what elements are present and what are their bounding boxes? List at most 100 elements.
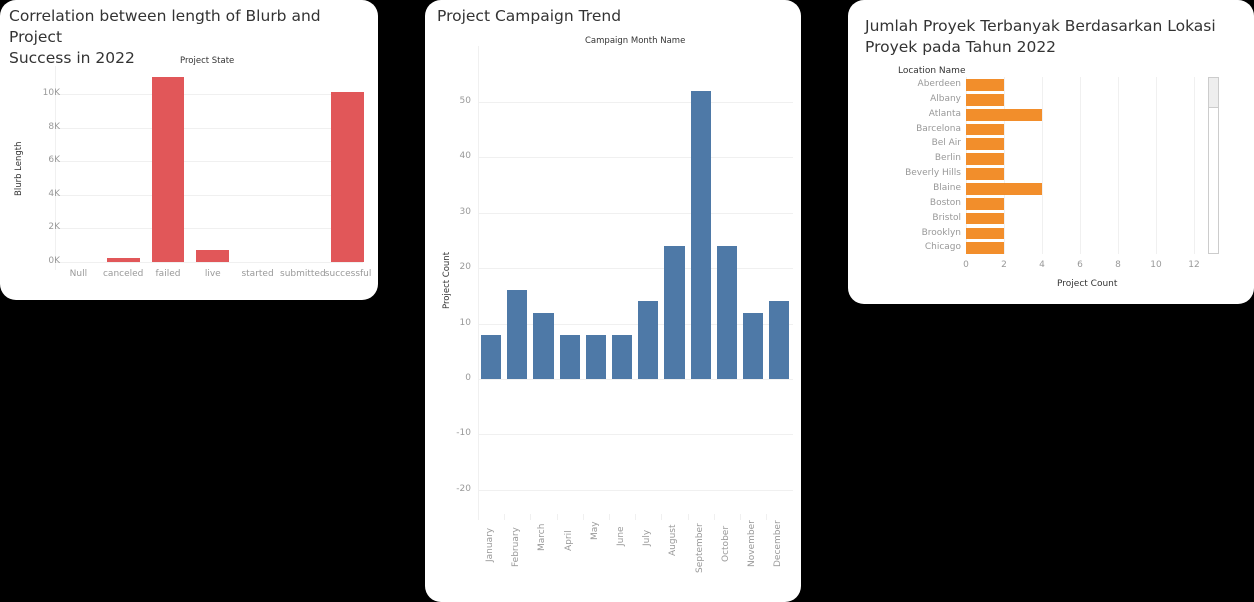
bar-july[interactable] [638, 301, 659, 379]
blurb-chart-card: Correlation between length of Blurb and … [0, 0, 378, 300]
gridline [478, 268, 793, 270]
vertical-scrollbar[interactable] [1208, 77, 1219, 254]
gridline [1080, 77, 1081, 254]
x-tick-label: Null [69, 269, 88, 279]
bar-canceled[interactable] [106, 257, 140, 262]
y-axis-title: Project Count [442, 251, 452, 309]
gridline [55, 94, 363, 95]
x-tick-mark [609, 514, 610, 520]
bar-may[interactable] [585, 334, 606, 379]
y-tick-label: 10K [42, 88, 60, 98]
x-tick-mark [582, 514, 584, 520]
gridline [55, 262, 363, 263]
campaign-chart-title: Project Campaign Trend [437, 7, 622, 25]
x-tick-mark [766, 514, 768, 520]
location-chart-title: Jumlah Proyek Terbanyak Berdasarkan Loka… [865, 17, 1216, 56]
gridline [478, 102, 793, 103]
x-tick-mark [556, 514, 558, 520]
x-tick-label: October [720, 525, 731, 562]
y-tick-label: Aberdeen [917, 79, 961, 89]
x-tick-label: 12 [1188, 260, 1200, 270]
gridline [478, 157, 793, 159]
x-tick-mark [478, 514, 479, 520]
blurb-chart-title: Correlation between length of Blurb and … [9, 7, 321, 67]
bar-january[interactable] [481, 334, 502, 379]
bar-beverly-hills[interactable] [966, 168, 1004, 180]
bar-live[interactable] [196, 250, 230, 262]
y-tick-label: 6K [48, 155, 60, 166]
bar-november[interactable] [743, 312, 764, 379]
gridline [478, 489, 793, 491]
bar-atlanta[interactable] [966, 108, 1042, 121]
x-tick-label: May [589, 521, 600, 541]
bar-brooklyn[interactable] [966, 227, 1004, 240]
y-tick-label: 0K [48, 256, 60, 266]
gridline [55, 194, 363, 196]
gridline [55, 161, 363, 163]
y-tick-label: Beverly Hills [905, 168, 961, 179]
bar-albany[interactable] [966, 93, 1004, 106]
y-tick-label: 0 [465, 373, 471, 383]
y-tick-label: 20 [459, 262, 471, 273]
y-tick-label: Blaine [933, 182, 961, 193]
x-tick-mark [661, 514, 663, 520]
x-tick-label: 8 [1115, 260, 1121, 270]
bar-march[interactable] [533, 312, 554, 379]
x-axis-title: Campaign Month Name [585, 36, 686, 46]
scrollbar-thumb[interactable] [1209, 78, 1218, 108]
y-tick-label: Albany [930, 93, 961, 104]
bar-boston[interactable] [966, 197, 1004, 210]
x-tick-label: submitted [280, 269, 326, 279]
gridline [1042, 77, 1043, 254]
y-axis-title: Location Name [898, 66, 966, 76]
x-tick-label: failed [155, 269, 181, 279]
bar-bel-air[interactable] [966, 138, 1004, 151]
bar-successful[interactable] [330, 92, 364, 262]
y-tick-label: 2K [48, 222, 60, 233]
bar-october[interactable] [716, 246, 737, 379]
y-tick-label: 30 [459, 206, 471, 217]
bar-june[interactable] [612, 334, 633, 379]
x-tick-label: 6 [1077, 260, 1083, 270]
location-plot-area: 0 2 4 6 8 10 12 Aberdeen Albany Atlanta Barcelona B… [848, 0, 1254, 304]
y-tick-label: Chicago [924, 242, 961, 253]
bar-chicago[interactable] [966, 242, 1004, 255]
y-tick-label: 8K [48, 121, 60, 132]
y-tick-label: Atlanta [928, 108, 961, 119]
campaign-plot-area: -20 -10 0 10 20 30 40 50 January February March Apr… [456, 46, 793, 596]
x-tick-label: September [694, 522, 705, 573]
gridline [966, 77, 967, 254]
gridline [478, 434, 793, 436]
gridline [1194, 77, 1195, 254]
x-tick-label: live [204, 269, 221, 279]
bar-blaine[interactable] [966, 182, 1042, 195]
x-axis-title: Project Count [1057, 279, 1118, 289]
bar-april[interactable] [559, 334, 580, 379]
gridline [1156, 77, 1157, 254]
x-tick-mark [687, 514, 689, 520]
bar-berlin[interactable] [966, 153, 1004, 166]
gridline [1118, 77, 1119, 254]
x-tick-mark [740, 514, 741, 520]
y-tick-label: Bel Air [931, 138, 961, 149]
bar-february[interactable] [507, 290, 528, 379]
gridline [478, 212, 793, 214]
gridline [1004, 77, 1005, 254]
x-tick-label: August [668, 524, 679, 557]
x-tick-label: 0 [963, 260, 969, 270]
bar-bristol[interactable] [966, 212, 1004, 225]
x-tick-label: canceled [102, 269, 144, 279]
gridline [55, 127, 363, 129]
y-tick-label: Barcelona [916, 123, 961, 134]
y-tick-label: -10 [456, 428, 471, 439]
x-tick-label: successful [324, 269, 372, 279]
bar-aberdeen[interactable] [966, 79, 1004, 91]
bar-failed[interactable] [151, 77, 185, 262]
bar-barcelona[interactable] [966, 123, 1004, 136]
bar-august[interactable] [664, 246, 685, 379]
bar-december[interactable] [769, 301, 790, 379]
blurb-plot-area: 0K 2K 4K 6K 8K 10K Null canceled failed live start… [43, 66, 371, 279]
gridline [478, 379, 793, 380]
bar-september[interactable] [690, 90, 711, 379]
campaign-chart-card: Project Campaign Trend Campaign Month Na… [425, 0, 801, 602]
